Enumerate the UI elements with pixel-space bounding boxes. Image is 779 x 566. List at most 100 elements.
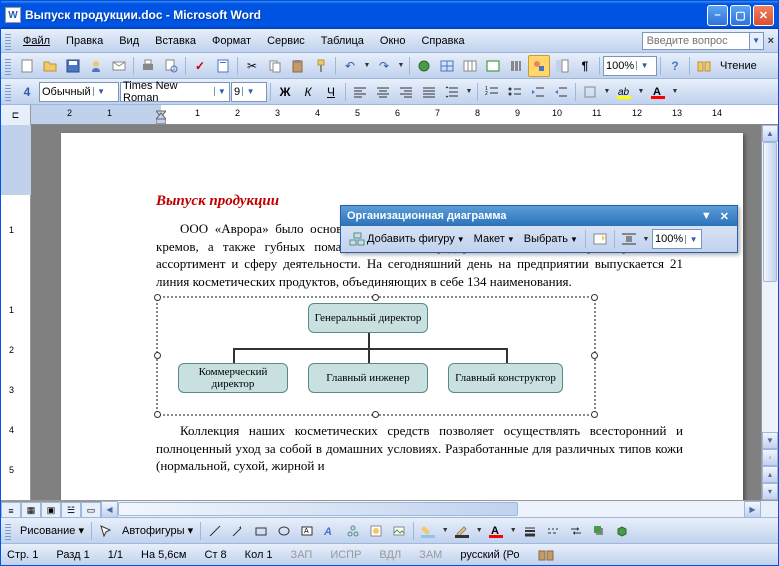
borders-dropdown[interactable]: ▼ — [602, 88, 612, 95]
scroll-down-button[interactable]: ▼ — [762, 432, 778, 449]
menu-table[interactable]: Таблица — [313, 32, 372, 50]
decrease-indent-button[interactable] — [527, 81, 549, 103]
vertical-scrollbar[interactable]: ▲ ▼ ◦ ▴ ▾ — [761, 125, 778, 500]
hscroll-right-button[interactable]: ▶ — [744, 501, 761, 518]
menubar-handle[interactable] — [5, 32, 11, 50]
redo-dropdown[interactable]: ▼ — [396, 62, 406, 69]
font-combo[interactable]: Times New Roman▼ — [120, 82, 230, 102]
status-rec[interactable]: ЗАП — [291, 549, 313, 561]
horizontal-ruler[interactable]: 2 1 1 2 3 4 5 6 7 8 9 10 11 12 13 14 — [31, 105, 778, 124]
font-color-button[interactable]: A — [647, 81, 669, 103]
next-page-button[interactable]: ▾ — [762, 483, 778, 500]
help-dropdown[interactable]: ▼ — [750, 32, 764, 50]
menu-file[interactable]: Файл — [15, 32, 58, 50]
menu-insert[interactable]: Вставка — [147, 32, 204, 50]
status-ovr[interactable]: ЗАМ — [419, 549, 442, 561]
3d-button[interactable] — [611, 520, 633, 542]
font-color-draw-button[interactable]: A — [485, 520, 507, 542]
scroll-up-button[interactable]: ▲ — [762, 125, 778, 142]
minimize-button[interactable]: – — [707, 5, 728, 26]
spellcheck-button[interactable]: ✓ — [189, 55, 211, 77]
float-zoom-combo[interactable]: 100%▼ — [652, 229, 702, 249]
arrow-button[interactable] — [227, 520, 249, 542]
select-objects-button[interactable] — [95, 520, 117, 542]
numbering-button[interactable]: 12 — [481, 81, 503, 103]
autoformat-button[interactable] — [589, 228, 611, 250]
indent-marker[interactable] — [156, 105, 166, 124]
show-marks-button[interactable]: ¶ — [574, 55, 596, 77]
scroll-thumb[interactable] — [763, 142, 777, 282]
bullets-button[interactable] — [504, 81, 526, 103]
select-button[interactable]: Выбрать ▼ — [520, 231, 582, 247]
maximize-button[interactable]: ▢ — [730, 5, 751, 26]
picture-button[interactable] — [388, 520, 410, 542]
rectangle-button[interactable] — [250, 520, 272, 542]
help-search-input[interactable] — [642, 32, 750, 50]
underline-button[interactable]: Ч — [320, 81, 342, 103]
align-left-button[interactable] — [349, 81, 371, 103]
doc-map-button[interactable] — [551, 55, 573, 77]
borders-button[interactable] — [579, 81, 601, 103]
add-shape-button[interactable]: Добавить фигуру ▼ — [345, 230, 469, 248]
format-painter-button[interactable] — [310, 55, 332, 77]
align-center-button[interactable] — [372, 81, 394, 103]
doc-close-button[interactable]: × — [768, 35, 774, 47]
hyperlink-button[interactable] — [413, 55, 435, 77]
layout-button[interactable]: Макет ▼ — [470, 231, 519, 247]
excel-button[interactable] — [482, 55, 504, 77]
read-mode-button[interactable]: Чтение — [716, 60, 761, 72]
save-button[interactable] — [62, 55, 84, 77]
style-marker-button[interactable]: 4 — [16, 81, 38, 103]
status-trk[interactable]: ИСПР — [330, 549, 361, 561]
line-button[interactable] — [204, 520, 226, 542]
wordart-button[interactable]: A — [319, 520, 341, 542]
vertical-ruler[interactable]: 1 1 2 3 4 5 6 7 — [1, 125, 31, 500]
style-combo[interactable]: Обычный▼ — [39, 82, 119, 102]
float-close-button[interactable]: ✕ — [718, 210, 731, 223]
open-button[interactable] — [39, 55, 61, 77]
email-button[interactable] — [108, 55, 130, 77]
browse-object-button[interactable]: ◦ — [762, 449, 778, 466]
org-node-root[interactable]: Генеральный ди­ректор — [308, 303, 428, 333]
autoshapes-button[interactable]: Автофигуры ▾ — [118, 524, 197, 537]
org-node-child3[interactable]: Главный конст­руктор — [448, 363, 563, 393]
help-button[interactable]: ? — [664, 55, 686, 77]
org-node-child2[interactable]: Главный инженер — [308, 363, 428, 393]
org-node-child1[interactable]: Коммерческий директор — [178, 363, 288, 393]
status-book-icon[interactable] — [538, 549, 554, 561]
read-mode-icon[interactable] — [693, 55, 715, 77]
undo-dropdown[interactable]: ▼ — [362, 62, 372, 69]
line-style-button[interactable] — [519, 520, 541, 542]
hscroll-thumb[interactable] — [118, 502, 518, 516]
font-size-combo[interactable]: 9▼ — [231, 82, 267, 102]
close-button[interactable]: ✕ — [753, 5, 774, 26]
draw-menu-button[interactable]: Рисование ▾ — [16, 524, 88, 537]
drawing-toolbar-handle[interactable] — [5, 522, 11, 540]
status-lang[interactable]: русский (Ро — [460, 549, 519, 561]
float-options-button[interactable]: ▼ — [701, 210, 712, 222]
paste-button[interactable] — [287, 55, 309, 77]
menu-format[interactable]: Формат — [204, 32, 259, 50]
tables-borders-button[interactable] — [436, 55, 458, 77]
line-spacing-dropdown[interactable]: ▼ — [464, 88, 474, 95]
toolbar-handle[interactable] — [5, 57, 11, 75]
align-justify-button[interactable] — [418, 81, 440, 103]
prev-page-button[interactable]: ▴ — [762, 466, 778, 483]
fill-color-button[interactable] — [417, 520, 439, 542]
arrow-style-button[interactable] — [565, 520, 587, 542]
print-preview-button[interactable] — [160, 55, 182, 77]
font-color-dropdown[interactable]: ▼ — [670, 88, 680, 95]
columns-button[interactable] — [505, 55, 527, 77]
toolbar2-handle[interactable] — [5, 83, 11, 101]
insert-table-button[interactable] — [459, 55, 481, 77]
menu-window[interactable]: Окно — [372, 32, 414, 50]
shadow-button[interactable] — [588, 520, 610, 542]
diagram-button[interactable] — [342, 520, 364, 542]
status-ext[interactable]: ВДЛ — [379, 549, 401, 561]
org-chart-toolbar[interactable]: Организационная диаграмма ▼ ✕ Добавить ф… — [340, 205, 738, 253]
bold-button[interactable]: Ж — [274, 81, 296, 103]
menu-edit[interactable]: Правка — [58, 32, 111, 50]
zoom-combo[interactable]: 100%▼ — [603, 56, 657, 76]
oval-button[interactable] — [273, 520, 295, 542]
text-wrap-button[interactable] — [618, 228, 640, 250]
